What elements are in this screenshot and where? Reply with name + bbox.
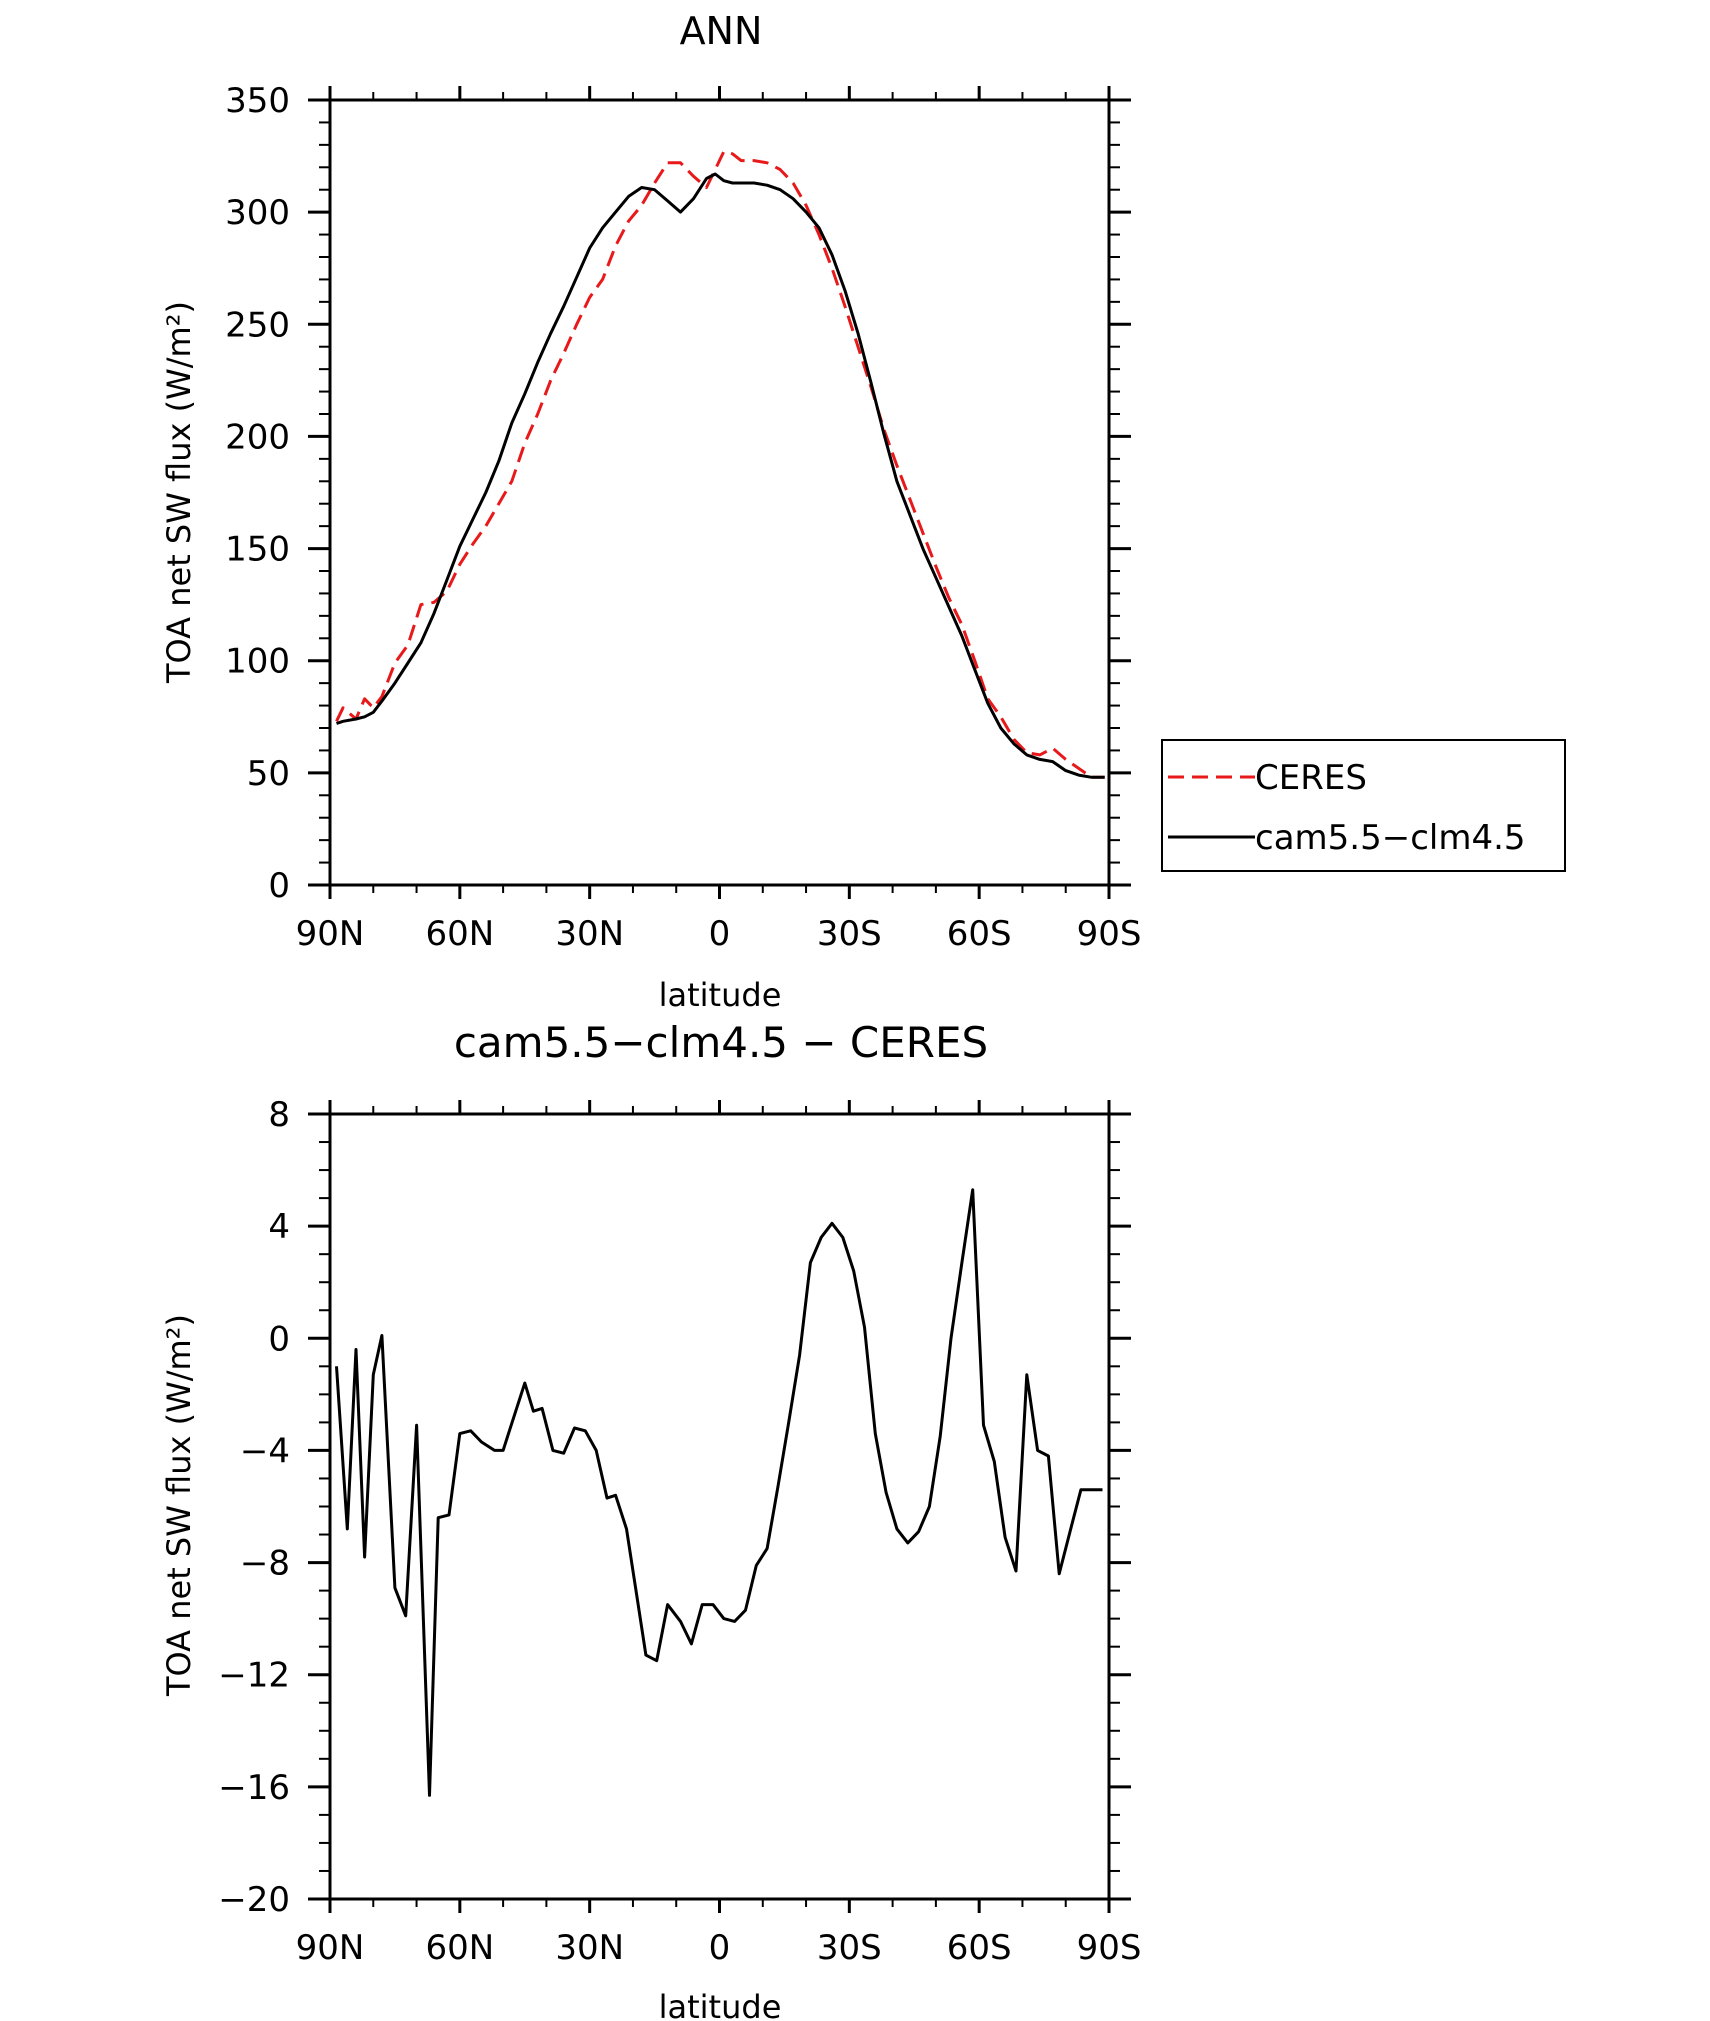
y-tick-label: 100 <box>225 642 290 682</box>
y-tick-label: 150 <box>225 530 290 570</box>
series-line-cam5-5-clm4-5 <box>336 172 1105 779</box>
y-tick-label: 0 <box>268 866 290 906</box>
x-tick-label: 60N <box>425 914 494 954</box>
x-tick-label: 60N <box>425 1928 494 1968</box>
legend-box <box>1161 739 1566 872</box>
plot-frame <box>328 98 1111 887</box>
y-tick-label: 8 <box>268 1095 290 1135</box>
y-tick-label: −20 <box>218 1880 290 1920</box>
x-axis-label: latitude <box>659 976 782 1014</box>
y-tick-label: 350 <box>225 81 290 121</box>
chart-title: cam5.5−clm4.5 − CERES <box>454 1018 988 1067</box>
y-axis-label: TOA net SW flux (W/m²) <box>160 301 198 684</box>
y-tick-label: −8 <box>240 1544 290 1584</box>
x-tick-label: 60S <box>947 1928 1012 1968</box>
x-axis: 90N 60N 30N 0 30S 60S 90S <box>296 1100 1142 1968</box>
y-axis: 0 50 100 150 200 250 300 350 <box>225 81 1131 906</box>
x-tick-label: 30S <box>817 914 882 954</box>
x-tick-label: 90S <box>1077 1928 1142 1968</box>
x-tick-label: 30N <box>555 914 624 954</box>
y-tick-label: −4 <box>240 1431 290 1471</box>
plot-frame <box>328 1112 1111 1901</box>
chart-top-panel: ANN 90N 60N 30N 0 30S 60S 90S 0 50 100 150 200 250 3… <box>160 9 1566 1014</box>
x-tick-label: 90S <box>1077 914 1142 954</box>
x-tick-label: 90N <box>296 914 365 954</box>
y-tick-label: 300 <box>225 193 290 233</box>
y-tick-label: 200 <box>225 417 290 457</box>
x-tick-label: 90N <box>296 1928 365 1968</box>
y-axis: 8 4 0 −4 −8 −12 −16 −20 <box>218 1095 1131 1920</box>
y-tick-label: −12 <box>218 1656 290 1696</box>
y-axis-label: TOA net SW flux (W/m²) <box>160 1314 198 1697</box>
series-line-0 <box>335 1188 1103 1797</box>
legend-label-model: cam5.5−clm4.5 <box>1255 818 1526 858</box>
x-axis: 90N 60N 30N 0 30S 60S 90S <box>296 86 1142 954</box>
x-tick-label: 30S <box>817 1928 882 1968</box>
legend-label-ceres: CERES <box>1255 758 1367 798</box>
chart-bottom-panel: cam5.5−clm4.5 − CERES 90N 60N 30N 0 30S 60S 90… <box>160 1018 1141 2021</box>
legend: CERES cam5.5−clm4.5 <box>1161 739 1566 872</box>
x-axis-label: latitude <box>659 1988 782 2021</box>
y-tick-label: −16 <box>218 1768 290 1808</box>
x-tick-label: 0 <box>709 1928 731 1968</box>
y-tick-label: 250 <box>225 305 290 345</box>
y-tick-label: 50 <box>247 754 290 794</box>
series-line-ceres <box>335 150 1105 779</box>
series-group <box>335 1188 1103 1797</box>
x-tick-label: 0 <box>709 914 731 954</box>
x-tick-label: 60S <box>947 914 1012 954</box>
series-group <box>335 150 1105 779</box>
y-tick-label: 0 <box>268 1319 290 1359</box>
chart-title: ANN <box>680 9 763 53</box>
y-tick-label: 4 <box>268 1207 290 1247</box>
x-tick-label: 30N <box>555 1928 624 1968</box>
